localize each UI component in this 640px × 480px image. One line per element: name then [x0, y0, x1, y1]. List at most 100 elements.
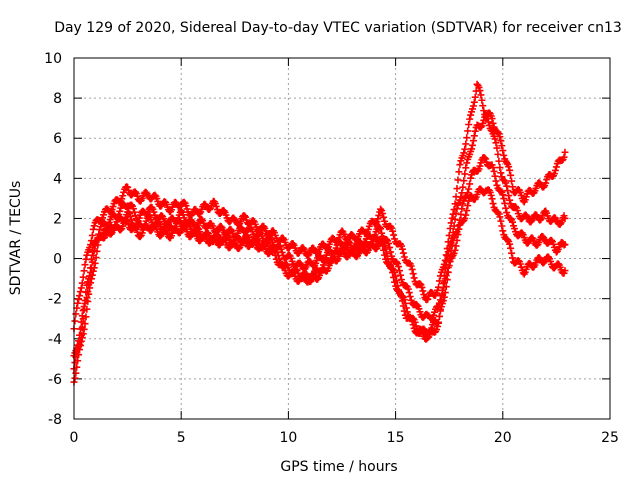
- data-point: [498, 222, 506, 230]
- data-point: [506, 196, 514, 204]
- data-point: [408, 265, 416, 273]
- data-point: [461, 170, 469, 178]
- data-point: [481, 154, 489, 162]
- data-point: [405, 289, 413, 297]
- data-point: [552, 163, 560, 171]
- data-point: [136, 233, 144, 241]
- x-tick-label: 5: [177, 430, 186, 446]
- data-point: [504, 187, 512, 195]
- data-point: [435, 277, 443, 285]
- x-tick-label: 10: [279, 430, 297, 446]
- data-point: [446, 225, 454, 233]
- data-point: [454, 176, 462, 184]
- x-tick-label: 15: [387, 430, 405, 446]
- data-point: [464, 202, 472, 210]
- data-point: [376, 224, 384, 232]
- data-point: [480, 116, 488, 124]
- data-point: [508, 249, 516, 257]
- data-point: [501, 199, 509, 207]
- data-point: [78, 279, 86, 287]
- data-point: [198, 215, 206, 223]
- data-point: [241, 212, 249, 220]
- data-point: [463, 207, 471, 215]
- y-tick-label: 6: [53, 131, 62, 147]
- data-point: [506, 240, 514, 248]
- data-point: [74, 299, 82, 307]
- data-point: [489, 164, 497, 172]
- data-point: [381, 217, 389, 225]
- data-point: [441, 289, 449, 297]
- data-point: [325, 261, 333, 269]
- data-point: [477, 123, 485, 131]
- data-point: [509, 183, 517, 191]
- data-point: [517, 263, 525, 271]
- data-point: [383, 236, 391, 244]
- data-point: [79, 307, 87, 315]
- data-point: [467, 111, 475, 119]
- data-point: [503, 182, 511, 190]
- data-point: [418, 283, 426, 291]
- data-point: [397, 293, 405, 301]
- data-point: [389, 227, 397, 235]
- data-point: [127, 201, 135, 209]
- data-point: [182, 202, 190, 210]
- data-point: [406, 313, 414, 321]
- data-point: [82, 288, 90, 296]
- x-axis-label: GPS time / hours: [280, 459, 397, 475]
- data-point: [465, 185, 473, 193]
- data-point: [459, 200, 467, 208]
- data-point: [377, 205, 385, 213]
- data-point: [462, 211, 470, 219]
- data-point: [453, 236, 461, 244]
- data-point: [476, 87, 484, 95]
- data-point: [505, 163, 513, 171]
- data-point: [390, 273, 398, 281]
- data-point: [278, 260, 286, 268]
- data-point: [379, 209, 387, 217]
- data-point: [184, 219, 192, 227]
- data-point: [72, 310, 80, 318]
- data-point: [508, 177, 516, 185]
- data-point: [492, 177, 500, 185]
- x-tick-label: 20: [494, 430, 512, 446]
- data-point: [556, 220, 564, 228]
- data-point: [497, 187, 505, 195]
- data-point: [453, 185, 461, 193]
- data-point: [493, 144, 501, 152]
- x-tick-label: 0: [70, 430, 79, 446]
- data-series: [70, 80, 569, 386]
- data-point: [345, 238, 353, 246]
- data-point: [436, 307, 444, 315]
- data-point: [478, 96, 486, 104]
- data-point: [489, 200, 497, 208]
- data-point: [379, 241, 387, 249]
- data-point: [434, 319, 442, 327]
- data-point: [380, 213, 388, 221]
- data-point: [80, 267, 88, 275]
- data-point: [375, 211, 383, 219]
- data-point: [455, 225, 463, 233]
- data-point: [440, 293, 448, 301]
- data-point: [400, 253, 408, 261]
- data-point: [504, 236, 512, 244]
- data-point: [241, 236, 249, 244]
- data-point: [439, 297, 447, 305]
- data-point: [107, 230, 115, 238]
- data-point: [76, 292, 84, 300]
- data-point: [81, 261, 89, 269]
- data-point: [410, 274, 418, 282]
- data-point: [471, 127, 479, 135]
- data-point: [81, 320, 89, 328]
- data-point: [80, 305, 88, 313]
- data-point: [495, 157, 503, 165]
- data-point: [499, 227, 507, 235]
- data-point: [542, 179, 550, 187]
- data-point: [551, 166, 559, 174]
- data-point: [455, 168, 463, 176]
- data-point: [469, 137, 477, 145]
- data-point: [377, 225, 385, 233]
- data-point: [374, 215, 382, 223]
- data-point: [484, 118, 492, 126]
- data-point: [454, 231, 462, 239]
- series-track-b: [70, 111, 569, 360]
